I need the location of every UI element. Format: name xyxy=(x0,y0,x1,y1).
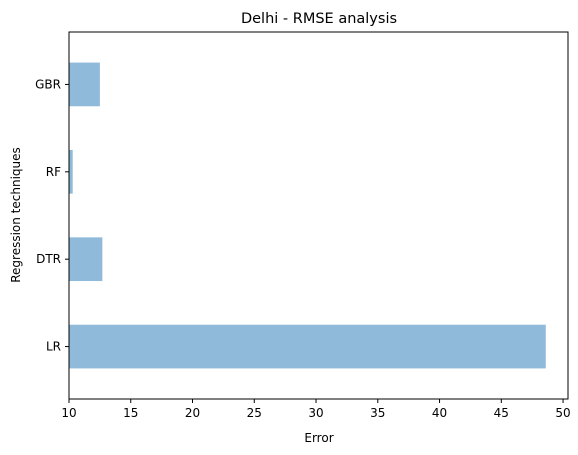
x-axis-ticks: 10 15 20 25 30 35 40 45 50 xyxy=(61,399,571,420)
x-tick-label: 35 xyxy=(370,406,385,420)
y-tick-label: LR xyxy=(46,340,61,354)
bar-gbr xyxy=(69,62,100,107)
bar-lr xyxy=(69,324,546,369)
plot-frame xyxy=(68,31,569,400)
y-tick-label: GBR xyxy=(35,77,61,91)
y-tick-label: DTR xyxy=(36,252,61,266)
x-tick-label: 45 xyxy=(494,406,509,420)
x-tick-label: 20 xyxy=(185,406,200,420)
x-tick-label: 30 xyxy=(308,406,323,420)
y-axis-ticks: LR DTR RF GBR xyxy=(35,77,69,354)
x-tick-label: 25 xyxy=(247,406,262,420)
bar-dtr xyxy=(69,237,103,282)
chart-title: Delhi - RMSE analysis xyxy=(241,11,397,27)
x-tick-label: 15 xyxy=(123,406,138,420)
bars-group xyxy=(69,62,546,369)
y-axis-label: Regression techniques xyxy=(9,147,23,283)
bar-rf xyxy=(69,149,73,194)
x-tick-label: 50 xyxy=(555,406,570,420)
y-tick-label: RF xyxy=(46,165,61,179)
x-tick-label: 40 xyxy=(432,406,447,420)
x-axis-label: Error xyxy=(304,431,333,445)
x-tick-label: 10 xyxy=(61,406,76,420)
